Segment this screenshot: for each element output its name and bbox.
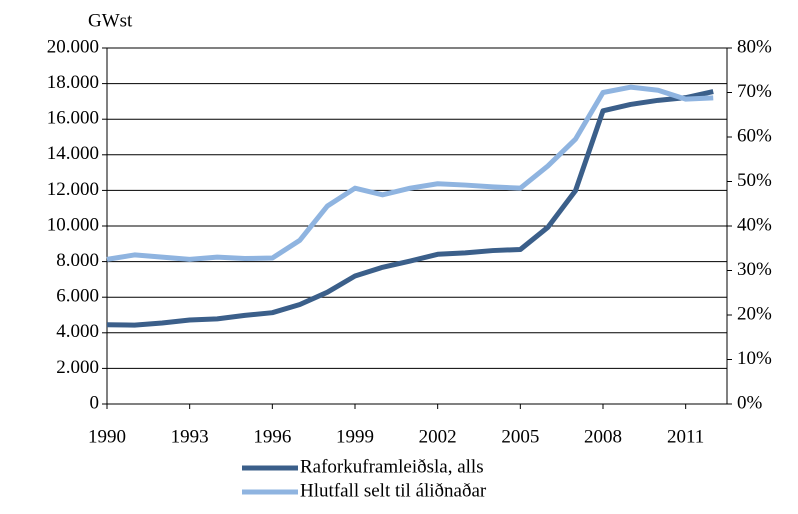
y2-tick-label: 70%: [737, 81, 772, 102]
y-tick-label: 14.000: [47, 143, 99, 164]
legend-label: Raforkuframleiðsla, alls: [300, 456, 484, 477]
y-tick-label: 12.000: [47, 179, 99, 200]
y2-tick-label: 0%: [737, 392, 763, 413]
y-tick-label: 16.000: [47, 108, 99, 129]
x-tick-label: 1990: [88, 426, 126, 447]
y-tick-label: 20.000: [47, 36, 99, 57]
y-tick-label: 6.000: [56, 286, 99, 307]
y-tick-label: 0: [90, 392, 100, 413]
x-tick-label: 2002: [419, 426, 457, 447]
y-tick-label: 2.000: [56, 357, 99, 378]
line-series: [106, 89, 714, 328]
x-tick-label: 2011: [667, 426, 704, 447]
line-series: [106, 84, 714, 262]
legend-label: Hlutfall selt til áliðnaðar: [300, 480, 487, 501]
y-tick-label: 18.000: [47, 72, 99, 93]
y2-tick-label: 20%: [737, 303, 772, 324]
y2-tick-label: 60%: [737, 125, 772, 146]
y2-tick-label: 50%: [737, 170, 772, 191]
y2-tick-label: 80%: [737, 36, 772, 57]
y-tick-label: 8.000: [56, 250, 99, 271]
y2-tick-label: 30%: [737, 259, 772, 280]
x-tick-label: 1996: [253, 426, 291, 447]
y-axis-label: GWst: [88, 10, 133, 31]
x-tick-label: 2005: [501, 426, 539, 447]
x-tick-label: 1993: [171, 426, 209, 447]
y2-tick-label: 40%: [737, 214, 772, 235]
y-tick-label: 10.000: [47, 214, 99, 235]
x-tick-label: 1999: [336, 426, 374, 447]
y2-tick-label: 10%: [737, 348, 772, 369]
y-tick-label: 4.000: [56, 321, 99, 342]
x-tick-label: 2008: [584, 426, 622, 447]
